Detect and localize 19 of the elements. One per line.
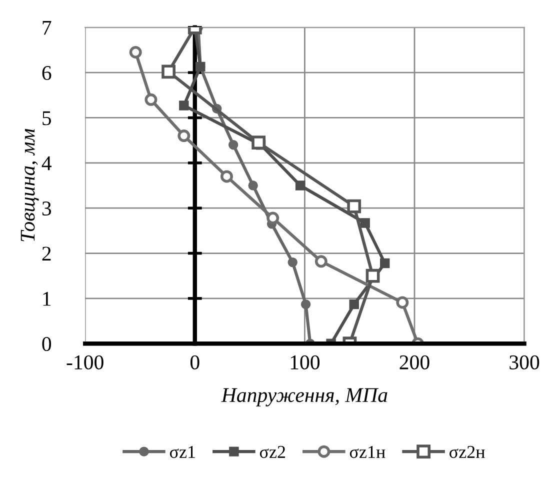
x-tick-label: 100 bbox=[290, 355, 320, 370]
x-tick-label: 0 bbox=[190, 355, 200, 370]
x-tick-label: 200 bbox=[400, 355, 430, 370]
x-axis-title: Напруження, МПа bbox=[221, 388, 388, 406]
y-axis-title: Товщина, мм bbox=[20, 128, 39, 242]
y-tick-label: 4 bbox=[42, 156, 52, 170]
legend-label: σz2 bbox=[260, 446, 286, 458]
legend-label: σz1 bbox=[170, 446, 195, 458]
y-tick-label: 3 bbox=[42, 202, 52, 216]
y-tick-label: 6 bbox=[42, 66, 52, 80]
x-tick-label: -100 bbox=[66, 355, 104, 370]
x-tick-label: 300 bbox=[510, 355, 540, 370]
y-tick-label: 2 bbox=[42, 246, 51, 260]
y-tick-label: 7 bbox=[42, 20, 52, 35]
y-tick-label: 5 bbox=[42, 111, 52, 126]
y-tick-label: 0 bbox=[42, 336, 52, 352]
legend-label: σz1н bbox=[350, 446, 386, 458]
legend-label: σz2н bbox=[450, 446, 485, 458]
y-tick-label: 1 bbox=[43, 292, 51, 306]
